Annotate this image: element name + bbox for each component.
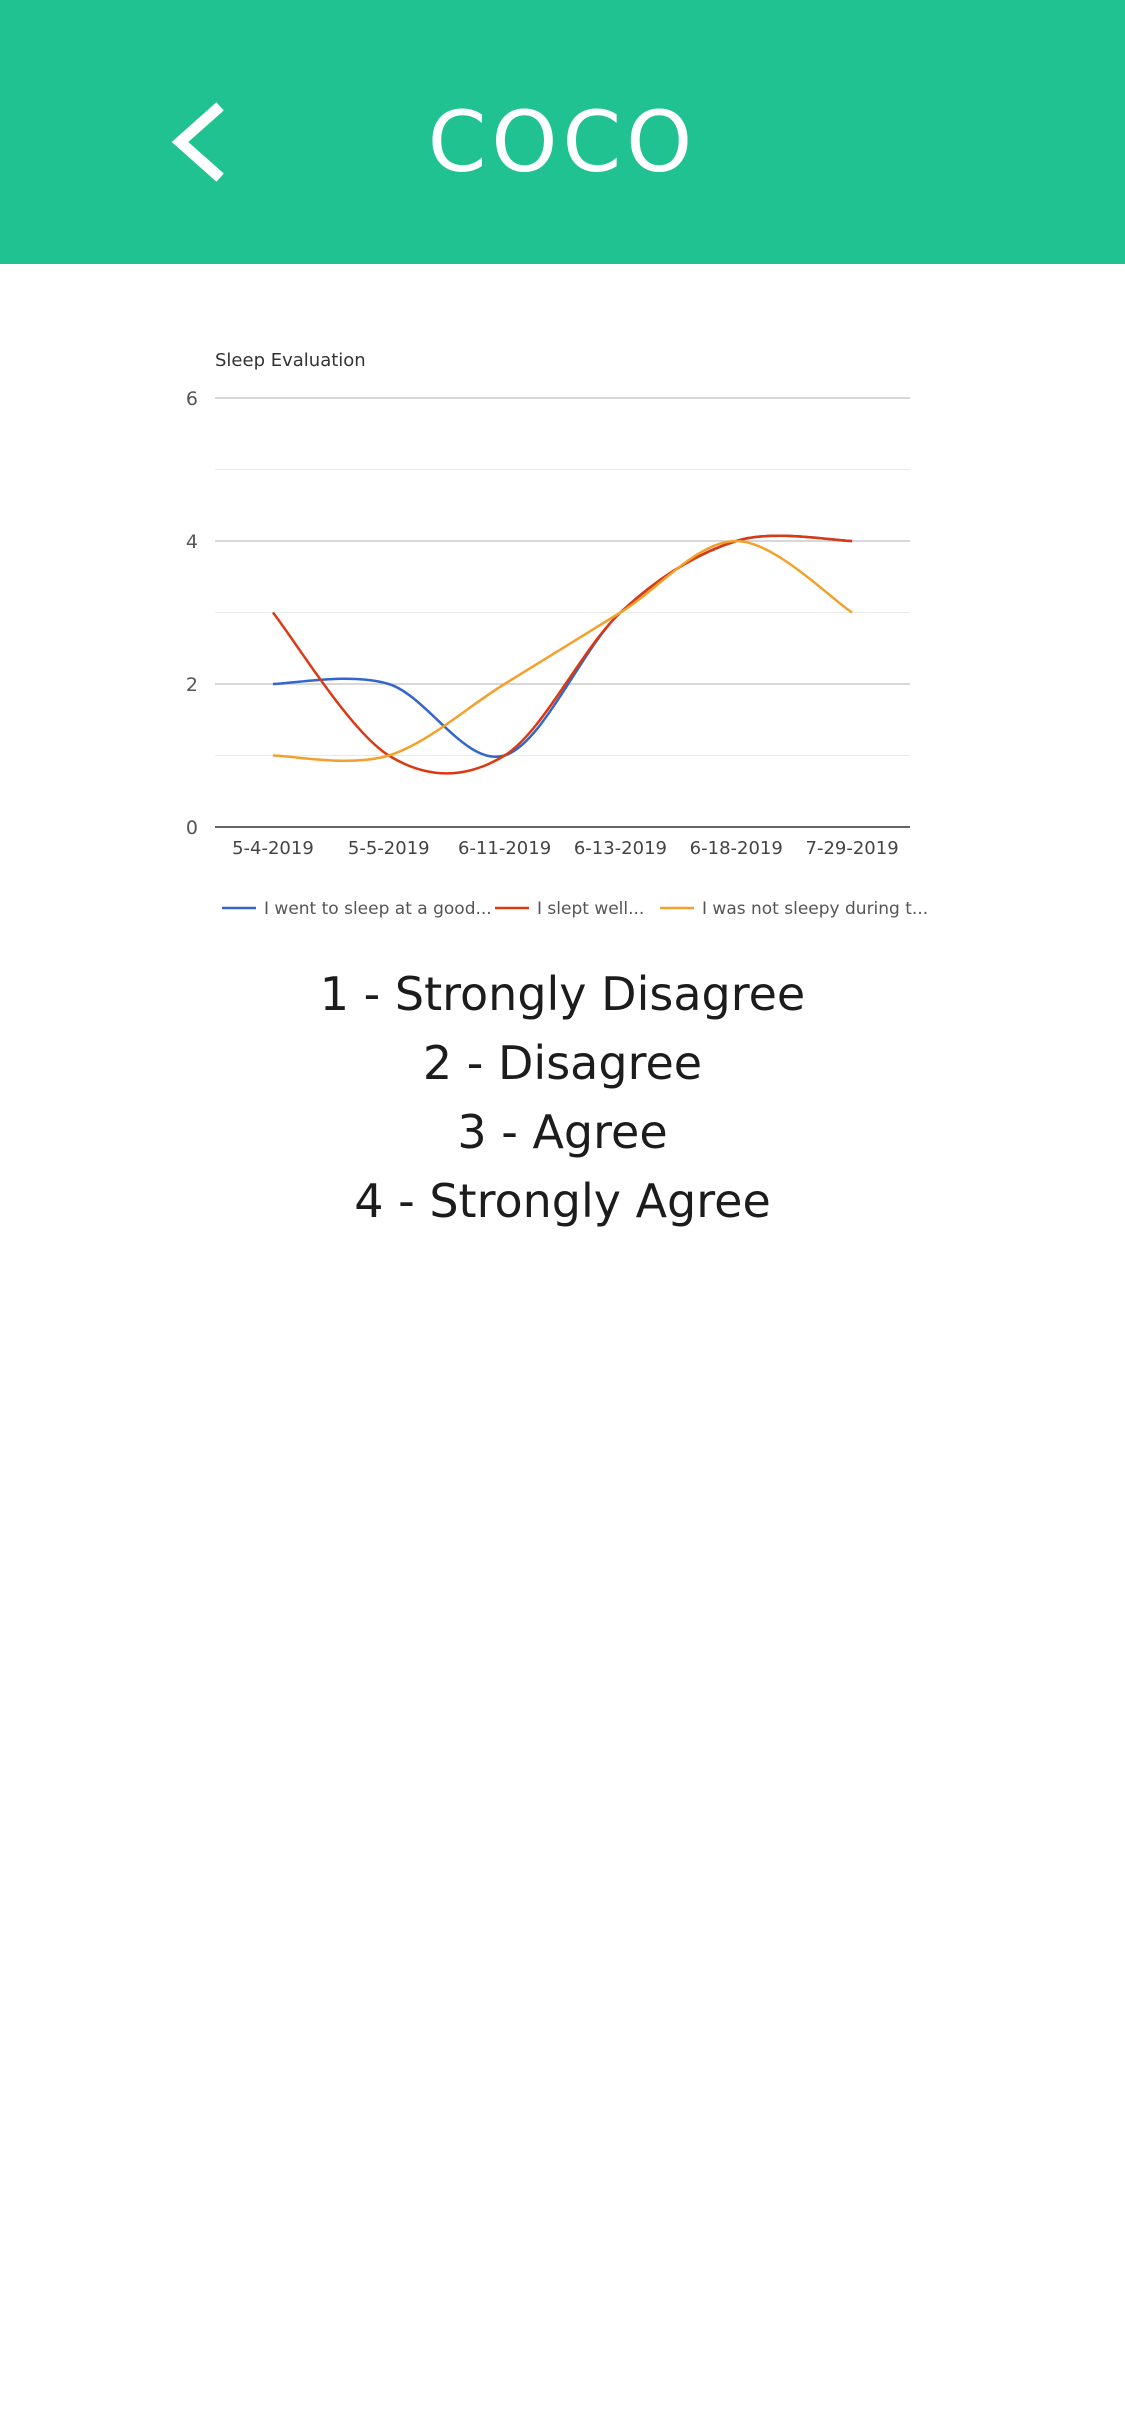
series-line-1 (272, 534, 853, 759)
legend-label-3: I was not sleepy during t... (702, 899, 928, 919)
legend-label-1: I went to sleep at a good... (264, 899, 492, 919)
x-tick-label: 6-18-2019 (690, 838, 783, 859)
x-tick-label: 5-5-2019 (348, 838, 430, 859)
x-tick-label: 7-29-2019 (806, 838, 899, 859)
x-tick-label: 5-4-2019 (232, 838, 314, 859)
scale-item-2: 2 - Disagree (422, 1036, 703, 1090)
sleep-evaluation-chart: Sleep Evaluation 0 2 4 6 5-4-2019 5-5-2019 6-… (0, 264, 1125, 954)
x-tick-label: 6-11-2019 (458, 838, 551, 859)
scale-item-1: 1 - Strongly Disagree (319, 967, 806, 1021)
scale-item-3: 3 - Agree (457, 1105, 668, 1159)
y-tick-label: 0 (186, 817, 198, 839)
rating-scale: 1 - Strongly Disagree 2 - Disagree 3 - A… (0, 960, 1125, 1236)
chevron-left-icon (171, 102, 224, 182)
scale-item-4: 4 - Strongly Agree (354, 1174, 771, 1228)
series-line-3 (272, 539, 853, 763)
y-tick-label: 2 (186, 674, 198, 696)
app-title: COCO (427, 93, 698, 191)
chart-title: Sleep Evaluation (215, 350, 366, 371)
y-tick-label: 6 (186, 388, 198, 410)
series-line-2 (271, 534, 853, 775)
y-tick-label: 4 (186, 531, 198, 553)
app-header: COCO (0, 0, 1125, 264)
legend-label-2: I slept well... (537, 899, 644, 919)
back-button[interactable] (150, 92, 250, 192)
chart-svg: Sleep Evaluation 0 2 4 6 5-4-2019 5-5-2019 6-… (186, 350, 928, 919)
x-tick-label: 6-13-2019 (574, 838, 667, 859)
